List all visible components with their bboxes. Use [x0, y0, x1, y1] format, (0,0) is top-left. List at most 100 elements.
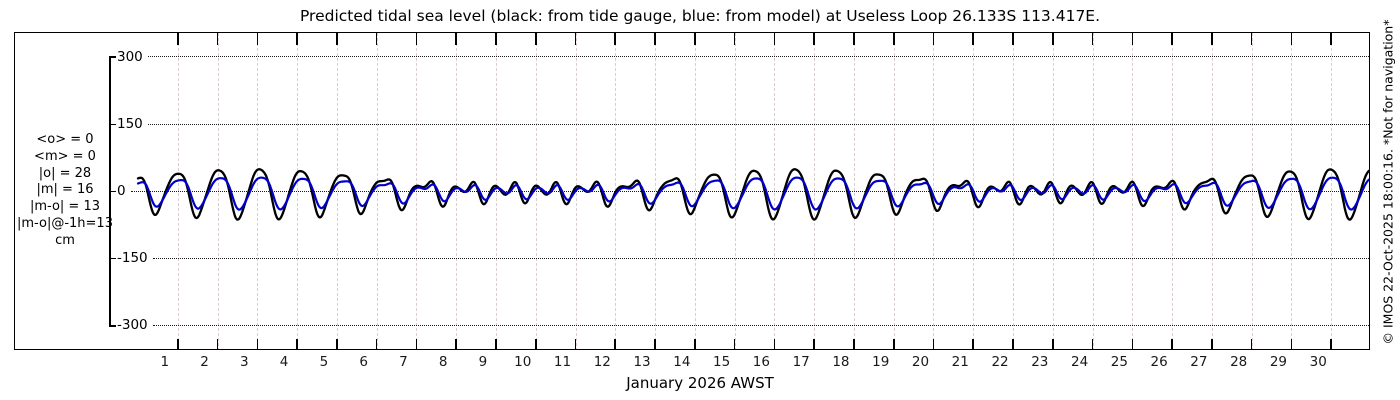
y-tick-label: 300 — [116, 48, 144, 65]
day-label: 16 — [752, 354, 770, 370]
value-gridline — [131, 190, 1369, 192]
day-tick-bottom — [773, 339, 776, 349]
day-tick-bottom — [534, 339, 537, 349]
day-tick-top — [1052, 33, 1054, 45]
stat-mean-model: <m> = 0 — [34, 148, 96, 164]
day-tick-top — [773, 33, 776, 45]
day-tick-bottom — [694, 339, 696, 349]
day-tick-bottom — [495, 339, 497, 349]
x-axis-day-labels: 1 2 3 4 5 6 7 8 9 10 11 12 13 14 15 16 17 18 19 20 21 22 23 24 2… — [0, 352, 1400, 372]
day-tick-bottom — [1290, 339, 1293, 349]
stat-abs-diff: |m-o| = 13 — [29, 199, 100, 215]
y-tick-label: 0 — [116, 183, 127, 199]
day-tick-top — [1211, 33, 1213, 45]
day-label: 10 — [514, 354, 532, 370]
day-tick-bottom — [1211, 339, 1213, 349]
day-tick-bottom — [1052, 339, 1054, 349]
day-tick-top — [654, 33, 656, 45]
value-gridline — [153, 257, 1369, 259]
day-label: 26 — [1150, 354, 1168, 370]
stats-box: <o> = 0 <m> = 0 |o| = 28 |m| = 16 |m-o| … — [10, 132, 120, 250]
tide-curves — [136, 168, 1369, 221]
day-tick-top — [1012, 33, 1014, 45]
day-label: 4 — [279, 354, 289, 370]
y-axis-tick — [109, 123, 116, 126]
day-tick-bottom — [1091, 339, 1094, 349]
day-label: 20 — [911, 354, 930, 370]
day-label: 27 — [1190, 354, 1208, 370]
day-label: 5 — [319, 354, 329, 370]
day-label: 17 — [792, 354, 810, 370]
day-label: 13 — [633, 354, 651, 370]
day-tick-top — [972, 33, 975, 45]
y-axis-tick — [109, 325, 116, 327]
day-tick-top — [574, 33, 577, 45]
imos-watermark: © IMOS 22-Oct-2025 18:00:16. *Not for na… — [1380, 19, 1396, 345]
day-tick-top — [892, 33, 895, 45]
day-tick-top — [733, 33, 736, 45]
observed-tide-curve — [136, 168, 1369, 221]
day-label: 7 — [399, 354, 408, 370]
day-label: 18 — [832, 354, 850, 370]
day-tick-top — [176, 33, 179, 45]
day-tick-top — [932, 33, 935, 45]
day-tick-bottom — [336, 339, 338, 349]
day-tick-top — [534, 33, 537, 45]
day-tick-bottom — [1131, 339, 1134, 349]
day-tick-top — [296, 33, 298, 45]
stat-mean-observed: <o> = 0 — [36, 132, 94, 147]
y-tick-label: -300 — [116, 317, 149, 334]
day-label: 6 — [359, 354, 368, 370]
stat-abs-model: |m| = 16 — [36, 182, 94, 198]
day-tick-bottom — [853, 339, 855, 349]
day-tick-bottom — [415, 339, 418, 349]
day-tick-top — [1250, 33, 1253, 45]
day-tick-top — [375, 33, 378, 45]
day-label: 21 — [951, 354, 969, 370]
day-label: 11 — [553, 354, 572, 370]
day-tick-top — [415, 33, 418, 45]
day-tick-bottom — [654, 339, 656, 349]
day-label: 1 — [160, 354, 170, 370]
y-axis-line — [109, 57, 111, 326]
day-label: 22 — [991, 354, 1009, 370]
day-label: 2 — [200, 354, 209, 370]
value-gridline — [148, 56, 1369, 58]
day-tick-bottom — [813, 339, 815, 349]
chart-title: Predicted tidal sea level (black: from t… — [299, 7, 1101, 25]
day-tick-bottom — [176, 339, 179, 349]
value-gridline — [153, 325, 1369, 327]
day-label: 15 — [713, 354, 731, 370]
y-axis-tick — [109, 190, 116, 193]
day-label: 23 — [1031, 354, 1049, 370]
stat-abs-diff-lag: |m-o|@-1h=13 — [17, 215, 113, 231]
day-label: 8 — [438, 354, 448, 370]
day-tick-bottom — [932, 339, 935, 349]
day-tick-top — [216, 33, 219, 45]
y-tick-label: 150 — [116, 115, 144, 132]
day-tick-top — [1290, 33, 1293, 45]
model-tide-curve — [136, 176, 1369, 211]
day-tick-bottom — [614, 339, 617, 349]
day-tick-bottom — [1171, 339, 1173, 349]
day-tick-bottom — [296, 339, 298, 349]
day-tick-bottom — [1250, 339, 1253, 349]
x-axis-title: January 2026 AWST — [626, 374, 774, 392]
day-tick-top — [455, 33, 457, 45]
day-tick-top — [614, 33, 617, 45]
day-label: 14 — [673, 354, 691, 370]
day-tick-top — [1091, 33, 1094, 45]
value-gridline — [148, 123, 1369, 125]
day-tick-top — [1330, 33, 1333, 45]
day-tick-top — [256, 33, 259, 45]
day-label: 24 — [1070, 354, 1089, 370]
day-tick-bottom — [1012, 339, 1014, 349]
day-label: 30 — [1309, 354, 1327, 370]
day-tick-bottom — [574, 339, 577, 349]
day-tick-bottom — [455, 339, 457, 349]
day-label: 25 — [1110, 354, 1128, 370]
day-tick-bottom — [733, 339, 736, 349]
y-axis-tick — [109, 257, 116, 260]
day-label: 9 — [478, 354, 488, 370]
